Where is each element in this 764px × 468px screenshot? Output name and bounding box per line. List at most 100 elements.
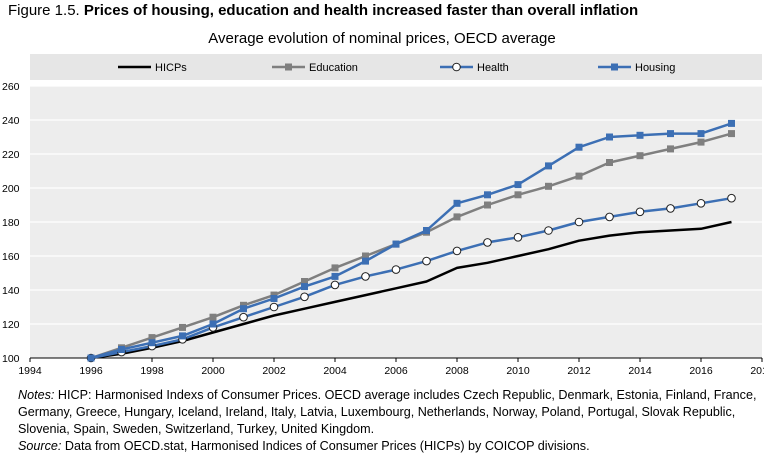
data-point-education — [301, 278, 308, 285]
data-point-health — [574, 217, 584, 227]
y-axis-ticks: 100 120 140 160 180 200 220 240 260 — [2, 81, 20, 365]
y-tick-label: 140 — [2, 285, 20, 297]
data-point-housing — [514, 181, 522, 189]
data-point-housing — [728, 119, 735, 127]
source-label: Source: — [18, 439, 62, 453]
x-tick-label: 2000 — [201, 365, 225, 377]
y-tick-label: 160 — [2, 251, 20, 263]
y-tick-label: 220 — [2, 149, 20, 161]
x-tick-label: 2006 — [384, 365, 408, 377]
x-tick-label: 2004 — [323, 365, 347, 377]
data-point-health — [361, 272, 370, 281]
legend-marker-housing — [611, 63, 618, 71]
legend-marker-education — [285, 63, 292, 71]
chart-series — [86, 119, 736, 363]
figure-number: Figure 1.5. — [8, 2, 80, 19]
data-point-education — [514, 191, 522, 199]
y-tick-label: 180 — [2, 217, 20, 229]
data-point-education — [697, 138, 705, 146]
y-tick-label: 120 — [2, 319, 20, 331]
data-point-health — [696, 199, 706, 208]
y-tick-label: 260 — [2, 81, 20, 93]
data-point-health — [666, 204, 675, 213]
source-paragraph: Source: Data from OECD.stat, Harmonised … — [18, 438, 758, 455]
x-tick-label: 2002 — [262, 365, 286, 377]
data-point-housing — [545, 162, 552, 170]
data-point-health — [483, 238, 492, 247]
data-point-housing — [423, 227, 430, 234]
data-point-housing — [331, 272, 339, 280]
data-point-education — [331, 264, 339, 272]
legend-marker-health — [452, 62, 461, 72]
data-point-education — [453, 213, 461, 221]
y-tick-label: 200 — [2, 183, 20, 195]
chart-legend: HICPs Education Health Housing — [118, 62, 675, 74]
data-point-education — [545, 182, 552, 190]
data-point-housing — [270, 295, 278, 302]
data-point-health — [330, 280, 340, 290]
legend-label-housing: Housing — [635, 62, 675, 74]
data-point-housing — [606, 133, 613, 141]
legend-label-health: Health — [477, 62, 509, 74]
series-health — [86, 193, 736, 363]
data-point-education — [728, 130, 735, 138]
y-tick-label: 240 — [2, 115, 20, 127]
data-point-housing — [362, 257, 369, 265]
x-tick-label: 2016 — [689, 365, 713, 377]
legend-label-hicps: HICPs — [155, 62, 187, 74]
data-point-education — [575, 172, 583, 180]
data-point-education — [606, 159, 613, 166]
source-text: Data from OECD.stat, Harmonised Indices … — [64, 439, 590, 453]
data-point-housing — [575, 143, 583, 151]
data-point-education — [209, 313, 217, 321]
data-point-housing — [667, 130, 674, 138]
x-tick-label: 2012 — [567, 365, 591, 377]
series-hicps — [90, 220, 732, 360]
data-point-housing — [636, 131, 644, 139]
line-chart: HICPs Education Health Housing 100 120 140 160… — [2, 54, 764, 377]
data-point-education — [362, 252, 369, 260]
data-point-housing — [453, 199, 461, 207]
data-point-housing — [148, 339, 156, 347]
figure-title: Figure 1.5. Prices of housing, education… — [8, 2, 638, 19]
x-tick-label: 2010 — [506, 365, 530, 377]
legend-item-housing: Housing — [598, 62, 675, 74]
data-point-health — [727, 193, 736, 203]
data-point-health — [605, 212, 614, 222]
data-point-health — [422, 256, 431, 266]
data-point-housing — [87, 354, 95, 362]
x-axis-ticks: 1994 1996 1998 2000 2002 2004 2006 2008 2010 2012… — [18, 358, 764, 377]
data-point-health — [513, 233, 523, 242]
data-point-housing — [179, 332, 186, 340]
x-tick-label: 1998 — [140, 365, 164, 377]
data-point-housing — [484, 191, 491, 199]
data-point-housing — [209, 320, 217, 328]
data-point-housing — [697, 130, 705, 138]
legend-item-health: Health — [440, 62, 509, 74]
data-point-education — [636, 152, 644, 160]
data-point-education — [148, 334, 156, 342]
x-tick-label: 2008 — [445, 365, 469, 377]
y-tick-label: 100 — [2, 353, 20, 365]
data-point-housing — [301, 283, 308, 291]
series-line-hicps — [90, 220, 732, 360]
data-point-health — [269, 302, 279, 312]
data-point-health — [544, 226, 553, 235]
data-point-health — [391, 265, 401, 274]
data-point-housing — [392, 240, 400, 248]
data-point-housing — [118, 346, 125, 353]
x-tick-label: 2014 — [628, 365, 652, 377]
chart-subtitle: Average evolution of nominal prices, OEC… — [208, 30, 556, 47]
data-point-health — [239, 312, 248, 322]
notes-text: HICP: Harmonised Indexs of Consumer Pric… — [18, 388, 757, 436]
legend-item-hicps: HICPs — [118, 62, 187, 74]
data-point-education — [667, 145, 674, 153]
series-line-housing — [90, 122, 732, 360]
legend-band — [30, 54, 762, 80]
x-tick-label: 2018 — [750, 365, 764, 377]
figure-headline: Prices of housing, education and health … — [83, 2, 639, 19]
data-point-health — [300, 292, 309, 302]
notes-block: Notes: HICP: Harmonised Indexs of Consum… — [18, 387, 758, 455]
legend-label-education: Education — [309, 62, 358, 74]
x-tick-label: 1994 — [18, 365, 42, 377]
